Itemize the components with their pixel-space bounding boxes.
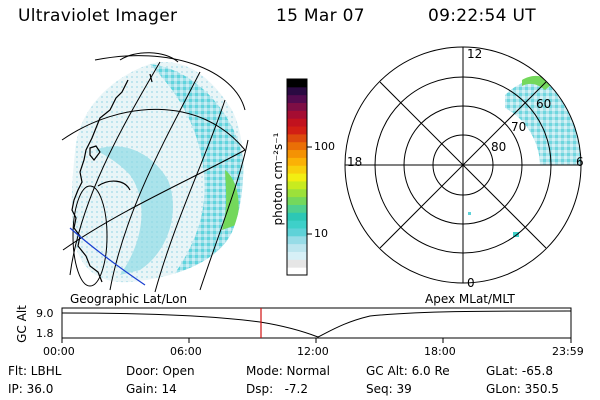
- status-door: Door: Open: [126, 364, 195, 378]
- colorbar-tick-100: 100: [314, 140, 335, 153]
- gc-altitude-curve: [61, 310, 572, 338]
- status-glat: GLat: -65.8: [486, 364, 553, 378]
- colorbar-segment: [287, 212, 307, 221]
- colorbar-segment: [287, 251, 307, 260]
- colorbar-segment: [287, 79, 307, 88]
- gc-xtick-1200: 12:00: [297, 345, 329, 358]
- geographic-caption: Geographic Lat/Lon: [70, 292, 188, 306]
- colorbar-segment: [287, 86, 307, 96]
- colorbar-segment: [287, 133, 307, 143]
- colorbar-segment: [287, 180, 307, 190]
- status-filter: Flt: LBHL: [8, 364, 62, 378]
- gc-ylabel: GC Alt: [15, 305, 29, 343]
- colorbar-segment: [287, 118, 307, 127]
- status-gc-alt: GC Alt: 6.0 Re: [366, 364, 450, 378]
- colorbar-segment: [287, 267, 307, 276]
- colorbar-segment: [287, 94, 307, 104]
- gc-ytick-1-8: 1.8: [36, 327, 54, 340]
- satellite-track: [69, 227, 146, 286]
- colorbar-segment: [287, 235, 307, 245]
- colorbar-segment: [287, 157, 307, 166]
- gc-xtick-0000: 00:00: [43, 345, 75, 358]
- colorbar-segment: [287, 220, 307, 229]
- colorbar-segment: [287, 165, 307, 174]
- apex-caption: Apex MLat/MLT: [425, 292, 515, 306]
- time-label: 09:22:54 UT: [428, 6, 536, 26]
- gc-plot-frame: [61, 307, 572, 339]
- mlt-label-6: 6: [576, 155, 584, 169]
- colorbar-segment: [287, 126, 307, 135]
- aurora-emission-left: [71, 62, 244, 283]
- status-gain: Gain: 14: [126, 382, 177, 396]
- date-label: 15 Mar 07: [276, 6, 365, 26]
- colorbar-segment: [287, 188, 307, 198]
- colorbar-segment: [287, 173, 307, 182]
- status-seq: Seq: 39: [366, 382, 412, 396]
- colorbar-segment: [287, 227, 307, 237]
- colorbar-segment: [287, 243, 307, 252]
- colorbar-segment: [287, 259, 307, 268]
- colorbar-segment: [287, 149, 307, 158]
- status-ip: IP: 36.0: [8, 382, 54, 396]
- colorbar-tick-10: 10: [314, 227, 328, 240]
- colorbar-segment: [287, 141, 307, 151]
- limb-ellipse: [72, 185, 108, 287]
- lat-lon-grid: [61, 52, 249, 293]
- gc-ytick-9: 9.0: [36, 307, 54, 320]
- coastline: [71, 73, 153, 283]
- colorbar-segment: [287, 204, 307, 213]
- status-glon: GLon: 350.5: [486, 382, 559, 396]
- gc-xtick-1800: 18:00: [424, 345, 456, 358]
- colorbar-segment: [287, 110, 307, 119]
- gc-xtick-0600: 06:00: [170, 345, 202, 358]
- status-mode: Mode: Normal: [246, 364, 330, 378]
- status-dsp: Dsp: -7.2: [246, 382, 309, 396]
- mlt-label-12: 12: [467, 47, 483, 61]
- gc-xtick-2359: 23:59: [552, 345, 584, 358]
- instrument-title: Ultraviolet Imager: [18, 6, 178, 26]
- lat-label-80: 80: [491, 140, 507, 154]
- gc-x-ticks: [61, 338, 572, 343]
- colorbar-segment: [287, 102, 307, 111]
- lat-label-60: 60: [536, 97, 552, 111]
- mlt-label-0: 0: [467, 276, 475, 290]
- colorbar-segment: [287, 196, 307, 205]
- mlt-label-18: 18: [347, 155, 363, 169]
- polar-grid: [344, 46, 582, 284]
- lat-label-70: 70: [511, 120, 527, 134]
